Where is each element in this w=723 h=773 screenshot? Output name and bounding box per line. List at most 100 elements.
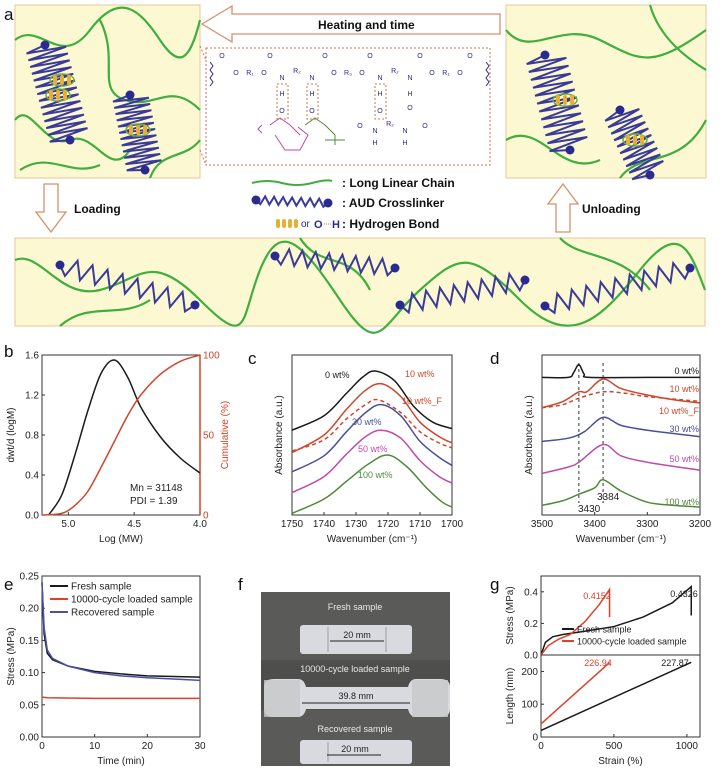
series-label: 10 wt%: [669, 384, 699, 394]
long-chain-legend-icon: [251, 179, 333, 186]
chem-atom-label: O: [429, 70, 435, 77]
plot-frame: [540, 654, 701, 738]
chem-atom-label: O: [267, 53, 273, 60]
hydrogen-bond-cluster: [622, 133, 648, 147]
unloading-label: Unloading: [582, 202, 641, 216]
aud-crosslinker: [26, 44, 88, 143]
annotation-red-length: 226.94: [584, 658, 612, 668]
legend-entry: Fresh sample: [71, 582, 132, 593]
recovered-sample-label: Recovered sample: [317, 724, 392, 734]
chem-atom-label: O: [309, 108, 315, 115]
y-tick-label: 0.15: [20, 636, 40, 647]
y2-tick-label: 100: [203, 351, 220, 362]
crosslinker-end-bead: [645, 170, 655, 180]
series-line-1: [540, 662, 611, 725]
long-linear-chain: [505, 134, 601, 165]
panel-label-g: g: [490, 575, 499, 594]
hydrogen-bond-box: [374, 83, 387, 120]
chem-atom-label: H: [279, 91, 284, 98]
series-line-10-wt-: [291, 382, 453, 454]
y-axis-label: Stress (MPa): [6, 627, 17, 685]
y-tick-label: 0: [532, 733, 538, 744]
series-line-0-wt-: [291, 370, 453, 431]
hydrogen-bond-marker: [56, 90, 60, 100]
chem-atom-label: H: [402, 140, 407, 147]
x-tick-label: 4.5: [127, 519, 141, 530]
x-tick-label: 20: [142, 741, 154, 752]
chem-atom-label: H: [377, 91, 382, 98]
chem-atom-label: O: [417, 53, 423, 60]
chem-atom-label: O: [377, 108, 383, 115]
x-tick-label: 500: [606, 741, 623, 752]
y-tick-label: 0.4: [524, 587, 538, 598]
y2-tick-label: 50: [203, 431, 215, 442]
hydrogen-bond-marker: [63, 90, 67, 100]
hydrogen-bond-marker: [129, 125, 133, 135]
annotation-black-peak-stress: 0.4326: [670, 589, 698, 599]
panel-a: a Heating and time O R₁ O N R₂ N O R₃ O N R₂ N O R₁ O O…: [4, 4, 707, 334]
series-label: 30 wt%: [669, 424, 699, 434]
plot-frame: [291, 354, 453, 516]
hydrogen-bond-marker: [60, 75, 64, 85]
legend-o-atom: O: [314, 219, 323, 231]
y-axis-label: Length (mm): [505, 668, 516, 725]
aud-crosslinker: [112, 94, 162, 172]
y-tick-label: 0.0: [25, 511, 39, 522]
long-linear-chain: [14, 6, 202, 59]
legend-hydrogen-bond: : Hydrogen Bond: [342, 217, 439, 231]
long-linear-chain: [648, 4, 707, 71]
chem-atom-label: H: [309, 91, 314, 98]
crosslinker-end-bead: [40, 40, 50, 50]
series-line-10000-cycle-loaded-sample: [41, 696, 200, 700]
long-linear-chain: [299, 237, 371, 291]
hydrogen-bond-cluster: [49, 73, 75, 87]
hydrogen-bond-marker: [570, 95, 574, 105]
crosslinker-end-bead: [390, 263, 400, 273]
y-tick-label: 0.8: [25, 431, 39, 442]
series-label: 10 wt%_F: [402, 396, 443, 406]
chem-atom-label: O: [357, 123, 363, 130]
y-axis-label: Absorbance (a.u.): [274, 395, 285, 475]
y-tick-label: 100: [521, 700, 538, 711]
y-axis-label: dwt/d (logM): [6, 407, 17, 462]
fresh-sample-length: 20 mm: [343, 630, 371, 640]
hydrogen-bond-marker: [640, 135, 644, 145]
annotation-black-length: 227.87: [661, 658, 689, 668]
hydrogen-bond-marker: [563, 95, 567, 105]
recovered-sample-length: 20 mm: [341, 744, 369, 754]
series-label: 100 wt%: [664, 497, 699, 507]
hydrogen-bond-marker: [67, 75, 71, 85]
legend-long-chain: : Long Linear Chain: [342, 176, 455, 190]
chem-atom-label: O: [261, 70, 267, 77]
aud-crosslinkers: [26, 40, 695, 315]
legend-crosslinker: : AUD Crosslinker: [342, 196, 445, 210]
series-line-recovered-sample: [41, 582, 201, 682]
series-label: 10 wt%_F: [659, 406, 700, 416]
x-tick-label: 4.0: [193, 519, 207, 530]
series-line-fresh-sample: [540, 585, 692, 656]
chem-atom-label: R₂: [391, 68, 399, 75]
chem-atom-label: O: [279, 108, 285, 115]
long-linear-chain: [14, 240, 707, 334]
annotation-3430: 3430: [578, 504, 601, 515]
annotation-3384: 3384: [597, 492, 620, 503]
crosslinker-end-bead: [140, 165, 150, 175]
chem-atom-label: O: [331, 70, 337, 77]
aud-crosslinker: [274, 246, 396, 278]
chem-atom-label: N: [372, 128, 377, 135]
chem-atom-label: O: [219, 53, 225, 60]
x-tick-label: 3300: [636, 519, 659, 530]
aud-crosslinker: [255, 194, 329, 209]
chem-atom-label: N: [309, 75, 314, 82]
hydrogen-bond-marker: [143, 125, 147, 135]
x-axis-label: Strain (%): [598, 756, 642, 767]
annotation-mn: Mn = 31148: [130, 483, 183, 494]
crosslinker-end-bead: [190, 300, 200, 310]
crosslinker-end-bead: [540, 50, 550, 60]
long-linear-chain: [505, 29, 707, 59]
loading-label: Loading: [74, 202, 121, 216]
x-tick-label: 3500: [531, 519, 554, 530]
y-tick-label: 1.6: [25, 351, 39, 362]
crosslinker-end-bead: [540, 301, 550, 311]
